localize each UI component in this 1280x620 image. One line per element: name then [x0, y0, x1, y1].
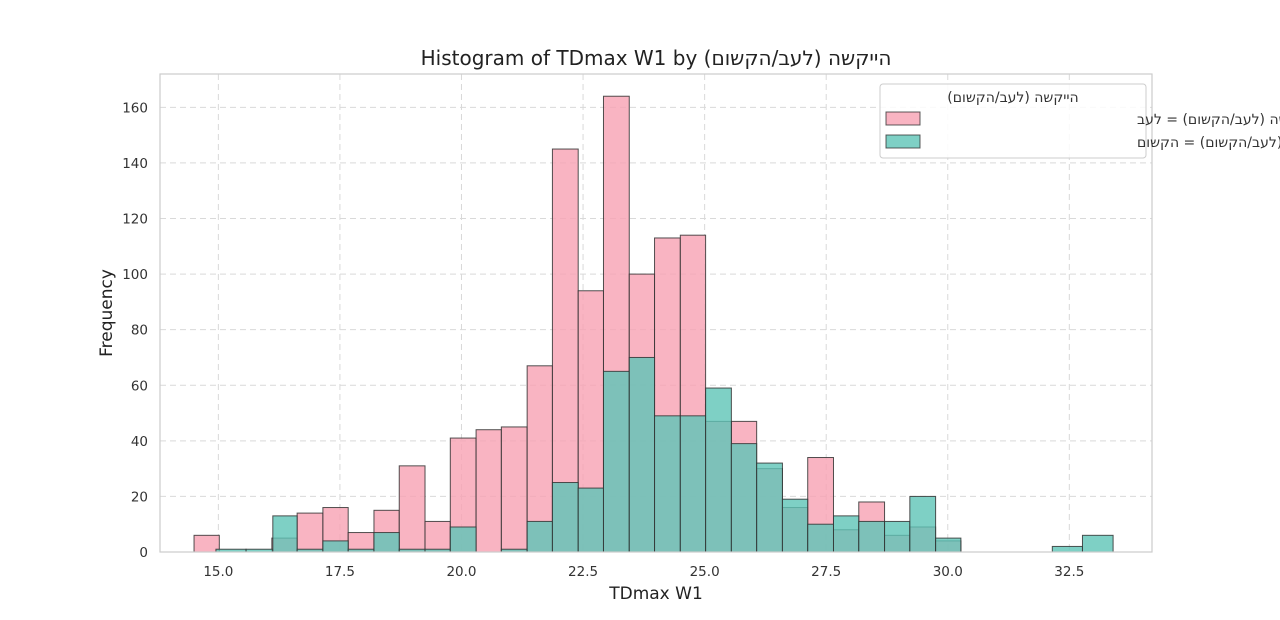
histogram-bar [935, 537, 962, 553]
histogram-bar [1051, 545, 1083, 553]
histogram-bar [577, 487, 604, 553]
histogram-bar [373, 532, 400, 553]
x-tick-label: 15.0 [203, 564, 233, 580]
y-tick-label: 0 [139, 545, 148, 561]
y-tick-label: 160 [122, 100, 148, 116]
histogram-bar [807, 523, 834, 553]
legend-box [879, 83, 1147, 159]
histogram-bar [884, 520, 911, 553]
y-tick-label: 120 [122, 212, 148, 228]
histogram-bar [909, 495, 937, 553]
x-tick-label: 30.0 [933, 564, 963, 580]
x-axis-ticks: 15.0 17.5 20.0 22.5 25.0 27.5 30.0 32.5 [203, 564, 1084, 580]
legend: הייקשה (לעב/הקשום) הייקשה (לעב/הקשום) = … [879, 83, 1280, 159]
y-axis-label: Frequency [97, 269, 117, 357]
x-axis-label: TDmax W1 [608, 584, 703, 604]
x-tick-label: 27.5 [811, 564, 841, 580]
histogram-bars [193, 95, 1114, 553]
histogram-bar [322, 540, 349, 553]
chart-title: Histogram of TDmax W1 by הייקשה (לעב/הקש… [421, 46, 892, 70]
y-axis-ticks: 0 20 40 60 80 100 120 140 160 [122, 100, 148, 561]
y-tick-label: 60 [131, 378, 148, 394]
histogram-bar [679, 415, 707, 553]
histogram-bar [654, 415, 681, 553]
series-2-bars [215, 356, 1114, 553]
histogram-bar [832, 515, 860, 553]
plot-frame [159, 73, 1153, 553]
x-tick-label: 17.5 [325, 564, 355, 580]
x-tick-label: 25.0 [690, 564, 720, 580]
legend-title: הייקשה (לעב/הקשום) [947, 90, 1078, 106]
y-tick-label: 80 [131, 323, 148, 339]
x-tick-label: 20.0 [446, 564, 476, 580]
x-tick-label: 22.5 [568, 564, 598, 580]
histogram-bar [858, 520, 886, 553]
legend-swatch-series-1 [885, 111, 921, 126]
y-tick-label: 20 [131, 489, 148, 505]
histogram-bar [628, 356, 656, 553]
histogram-bar [500, 426, 528, 553]
legend-label-series-2: הייקשה (לעב/הקשום) = הקשום [1137, 135, 1280, 151]
x-tick-label: 32.5 [1054, 564, 1084, 580]
histogram-bar [424, 520, 451, 553]
histogram-bar [475, 429, 502, 553]
histogram-bar [551, 482, 579, 553]
histogram-bar [526, 520, 553, 553]
y-tick-label: 40 [131, 434, 148, 450]
histogram-bar [781, 498, 809, 553]
histogram-bar [1081, 534, 1114, 553]
histogram-bar [602, 370, 630, 553]
legend-label-series-1: הייקשה (לעב/הקשום) = לעב [1137, 112, 1280, 128]
legend-swatch-series-2 [885, 134, 921, 149]
y-tick-label: 100 [122, 267, 148, 283]
histogram-bar [730, 443, 758, 553]
histogram-bar [449, 526, 477, 553]
y-tick-label: 140 [122, 156, 148, 172]
histogram-bar [756, 462, 783, 553]
histogram-bar [398, 465, 426, 553]
histogram-bar [296, 512, 324, 553]
histogram-bar [705, 387, 732, 553]
histogram-bar [272, 515, 298, 553]
